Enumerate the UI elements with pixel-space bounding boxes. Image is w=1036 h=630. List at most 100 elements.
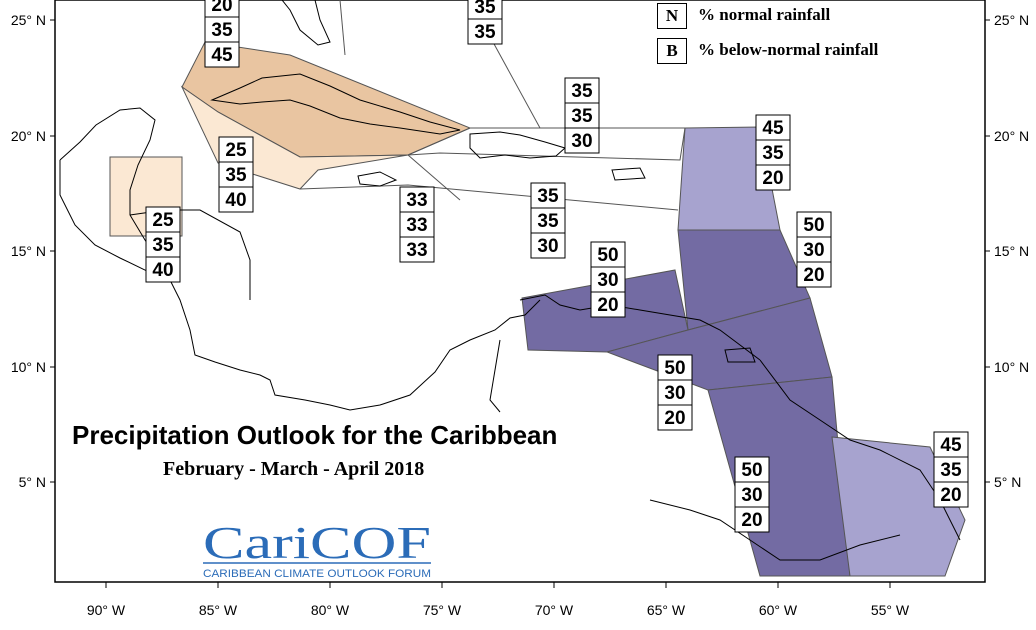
probability-value: 35 (940, 460, 962, 481)
lat-labels-left: 25° N 20° N 15° N 10° N 5° N (11, 12, 46, 490)
probability-value: 30 (597, 270, 618, 291)
probability-cell (734, 456, 770, 483)
probability-value: 35 (537, 186, 559, 207)
probability-value: 45 (211, 45, 233, 66)
probability-value: 35 (474, 22, 496, 43)
probability-cell (467, 18, 503, 45)
lon-labels: 90° W 85° W 80° W 75° W 70° W 65° W 60° … (87, 602, 910, 618)
probability-cell (145, 231, 181, 258)
probability-cell (145, 206, 181, 233)
probability-value: 50 (803, 215, 824, 236)
outlook-zones (109, 0, 966, 577)
probability-value: 30 (571, 131, 592, 152)
probability-value: 35 (571, 81, 593, 102)
probability-value: 20 (940, 485, 961, 506)
lon-label: 65° W (647, 602, 686, 618)
logo-tagline: CARIBBEAN CLIMATE OUTLOOK FORUM (203, 568, 431, 580)
legend-text-normal: % normal rainfall (698, 5, 831, 24)
florida-coast (281, 0, 331, 46)
probability-cell (530, 232, 566, 259)
probability-box: 50 30 20 (734, 456, 770, 533)
probability-cell (399, 186, 435, 213)
probability-box: 33 33 33 (399, 186, 435, 263)
probability-cell (796, 211, 832, 238)
legend-key-normal: N (657, 3, 687, 29)
zone-boundaries-2 (407, 154, 461, 201)
probability-box: 35 35 30 (530, 182, 566, 259)
probability-value: 45 (940, 435, 962, 456)
lat-label: 5° N (19, 474, 46, 490)
probability-cell (657, 354, 693, 381)
probability-value: 45 (762, 118, 784, 139)
map-subtitle: February - March - April 2018 (163, 458, 425, 480)
probability-box: 20 35 45 (204, 0, 240, 68)
lat-label: 20° N (11, 128, 46, 144)
probability-value: 20 (741, 510, 762, 531)
probability-value: 35 (225, 165, 247, 186)
probability-cell (657, 404, 693, 431)
probability-box: 50 30 20 (590, 241, 626, 318)
probability-value: 50 (741, 460, 762, 481)
ticks (50, 19, 990, 588)
probability-cell (933, 481, 969, 508)
lat-label: 25° N (994, 12, 1029, 28)
probability-cell (796, 236, 832, 263)
legend-key-below: B (657, 38, 687, 64)
venezuela-coast (519, 294, 761, 361)
probability-cell (564, 102, 600, 129)
probability-value: 20 (664, 408, 685, 429)
hispaniola-coast (469, 131, 567, 159)
probability-value: 30 (664, 383, 685, 404)
lat-label: 10° N (994, 359, 1029, 375)
probability-box: 50 30 20 (796, 211, 832, 288)
lon-label: 60° W (759, 602, 798, 618)
probability-value: 35 (762, 143, 784, 164)
caricof-logo: CariCOF CARIBBEAN CLIMATE OUTLOOK FORUM (203, 517, 431, 580)
probability-value: 33 (406, 240, 427, 261)
probability-box: 25 35 40 (145, 206, 181, 283)
yucatan-coast (59, 107, 541, 411)
brazil-inland (649, 499, 901, 561)
lon-label: 85° W (199, 602, 238, 618)
lon-label: 75° W (423, 602, 462, 618)
probability-cell (530, 182, 566, 209)
jamaica-coast (357, 171, 398, 187)
probability-value: 35 (211, 20, 233, 41)
probability-value: 50 (597, 245, 618, 266)
legend-text-below: % below-normal rainfall (698, 40, 879, 59)
probability-cell (590, 241, 626, 268)
probability-value: 33 (406, 190, 427, 211)
lat-labels-right: 25° N 20° N 15° N 10° N 5° N (994, 12, 1029, 490)
probability-value: 30 (803, 240, 824, 261)
lat-label: 5° N (994, 474, 1021, 490)
probability-box: 35 35 30 (564, 77, 600, 154)
probability-cell (657, 379, 693, 406)
probability-value: 33 (406, 215, 427, 236)
probability-value: 35 (474, 0, 496, 18)
mexico-west (59, 160, 161, 281)
probability-box: 45 35 20 (755, 114, 791, 191)
probability-value: 20 (762, 168, 783, 189)
probability-cell (218, 136, 254, 163)
probability-cell (933, 456, 969, 483)
probability-value: 20 (597, 295, 618, 316)
lat-label: 20° N (994, 128, 1029, 144)
probability-value: 50 (664, 358, 685, 379)
probability-cell (218, 161, 254, 188)
probability-box: 45 35 20 (933, 431, 969, 508)
probability-cell (590, 291, 626, 318)
probability-value: 35 (152, 235, 174, 256)
probability-value: 40 (152, 260, 173, 281)
probability-value: 20 (211, 0, 232, 16)
lon-label: 55° W (871, 602, 910, 618)
probability-value: 35 (571, 106, 593, 127)
probability-cell (564, 77, 600, 104)
probability-cell (145, 256, 181, 283)
probability-cell (399, 211, 435, 238)
map-title: Precipitation Outlook for the Caribbean (72, 420, 558, 450)
probability-cell (204, 16, 240, 43)
probability-value: 35 (537, 211, 559, 232)
probability-value: 40 (225, 190, 246, 211)
